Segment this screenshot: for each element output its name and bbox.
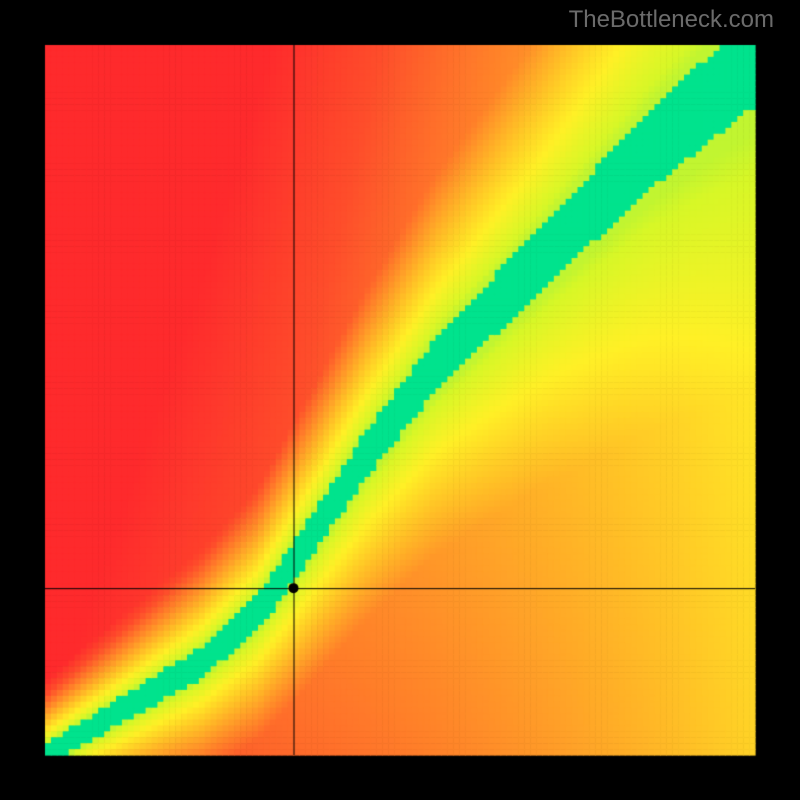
bottleneck-heatmap bbox=[0, 0, 800, 800]
watermark-text: TheBottleneck.com bbox=[569, 6, 774, 34]
chart-container: TheBottleneck.com bbox=[0, 0, 800, 800]
